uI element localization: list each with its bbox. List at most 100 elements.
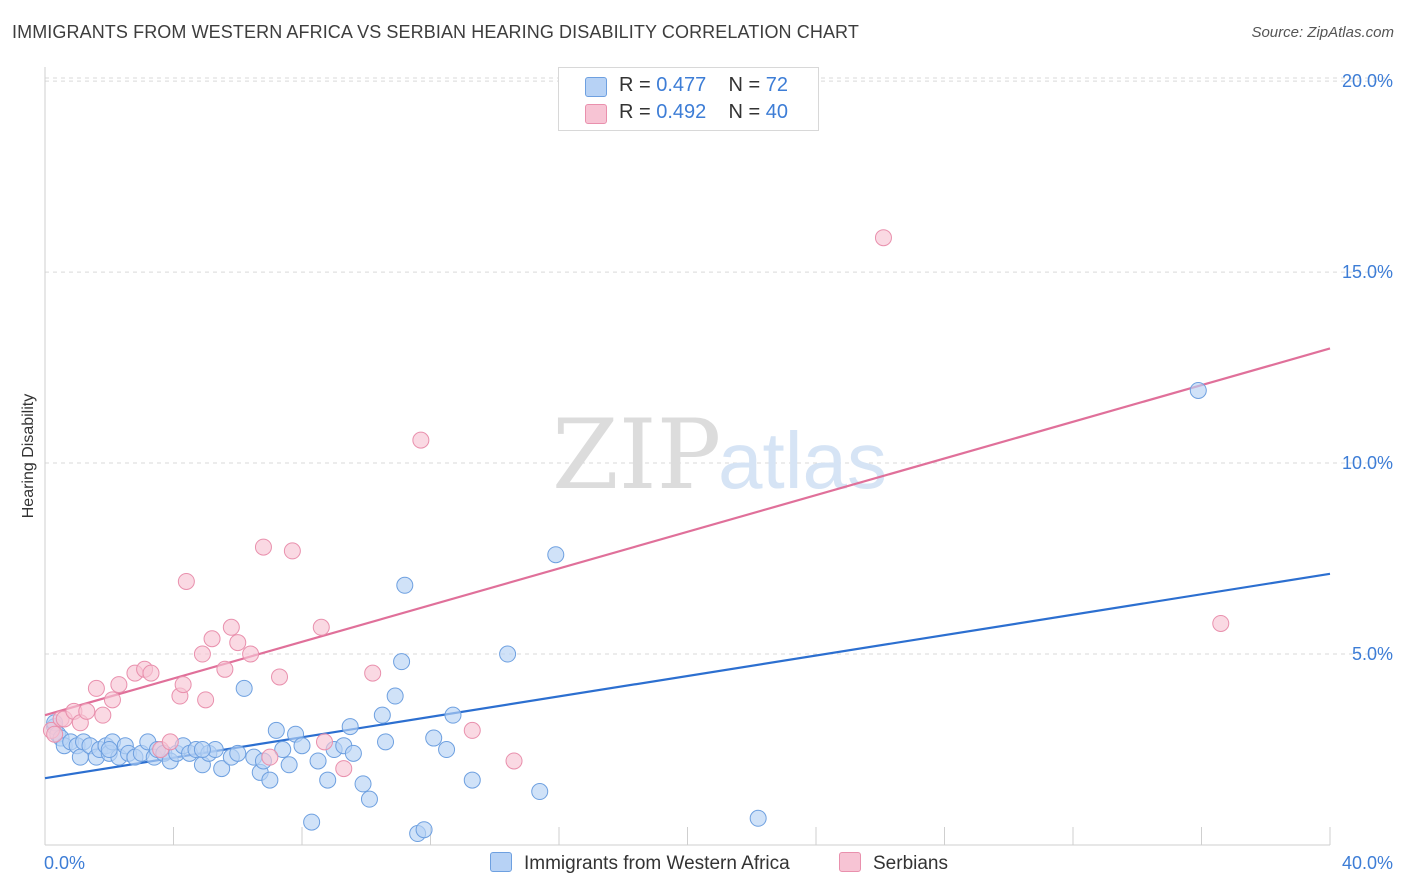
point-blue-68 bbox=[100, 741, 118, 759]
legend-n-value-pink: 40 bbox=[765, 101, 789, 123]
point-blue-49 bbox=[341, 718, 359, 736]
point-blue-67 bbox=[1189, 381, 1207, 399]
point-pink-9 bbox=[103, 691, 121, 709]
chart-title: IMMIGRANTS FROM WESTERN AFRICA VS SERBIA… bbox=[12, 22, 859, 42]
point-blue-41 bbox=[280, 756, 298, 774]
watermark-atlas: atlas bbox=[718, 416, 887, 505]
axes bbox=[44, 67, 1331, 846]
point-pink-18 bbox=[177, 572, 195, 590]
point-blue-53 bbox=[377, 733, 395, 751]
legend-n-label: N = bbox=[728, 101, 766, 123]
point-pink-31 bbox=[315, 733, 333, 751]
point-pink-33 bbox=[364, 664, 382, 682]
legend-r-label: R = bbox=[619, 74, 657, 96]
point-blue-38 bbox=[261, 771, 279, 789]
bottom-legend-label-blue: Immigrants from Western Africa bbox=[524, 853, 790, 874]
point-blue-58 bbox=[415, 821, 433, 839]
points-pink-series bbox=[42, 84, 1230, 778]
watermark: ZIP atlas bbox=[552, 399, 887, 511]
point-pink-19 bbox=[193, 645, 211, 663]
point-pink-29 bbox=[283, 542, 301, 560]
point-pink-21 bbox=[203, 630, 221, 648]
y-axis-label: Hearing Disability bbox=[20, 394, 37, 519]
trend-lines bbox=[44, 347, 1331, 780]
point-blue-35 bbox=[235, 679, 253, 697]
point-blue-66 bbox=[749, 809, 767, 827]
point-pink-26 bbox=[254, 538, 272, 556]
legend-r-value-pink: 0.492 bbox=[656, 101, 707, 123]
y-tick-label: 15.0% bbox=[1342, 262, 1393, 282]
point-pink-22 bbox=[216, 660, 234, 678]
point-blue-40 bbox=[274, 741, 292, 759]
y-tick-labels: 5.0% 10.0% 15.0% 20.0% bbox=[1342, 71, 1393, 664]
point-pink-6 bbox=[78, 702, 96, 720]
point-blue-51 bbox=[360, 790, 378, 808]
point-pink-7 bbox=[87, 679, 105, 697]
point-blue-56 bbox=[396, 576, 414, 594]
x-tick-label-max: 40.0% bbox=[1342, 853, 1393, 873]
y-tick-label: 5.0% bbox=[1352, 644, 1393, 664]
point-blue-71 bbox=[344, 744, 362, 762]
source-credit: Source: ZipAtlas.com bbox=[1251, 24, 1394, 41]
point-blue-52 bbox=[373, 706, 391, 724]
point-pink-38 bbox=[874, 229, 892, 247]
bottom-legend-pink: Serbians bbox=[839, 852, 948, 876]
legend-swatch-pink bbox=[585, 104, 607, 124]
point-blue-34 bbox=[229, 744, 247, 762]
point-blue-63 bbox=[499, 645, 517, 663]
point-blue-46 bbox=[319, 771, 337, 789]
point-pink-20 bbox=[197, 691, 215, 709]
point-pink-27 bbox=[261, 748, 279, 766]
point-pink-8 bbox=[94, 706, 112, 724]
gridlines bbox=[45, 77, 1390, 655]
legend-n-value-blue: 72 bbox=[765, 74, 789, 96]
correlation-legend: R = 0.477 N = 72 R = 0.492 N = 40 bbox=[558, 67, 819, 131]
x-tick-labels: 0.0% 40.0% bbox=[44, 853, 1393, 873]
point-pink-39 bbox=[1212, 614, 1230, 632]
point-pink-30 bbox=[312, 618, 330, 636]
point-blue-62 bbox=[463, 771, 481, 789]
legend-r-label: R = bbox=[619, 101, 657, 123]
point-blue-44 bbox=[303, 813, 321, 831]
point-blue-55 bbox=[393, 653, 411, 671]
bottom-legend-swatch-blue bbox=[490, 852, 512, 872]
point-blue-32 bbox=[213, 760, 231, 778]
point-blue-61 bbox=[444, 706, 462, 724]
bottom-legend-swatch-pink bbox=[839, 852, 861, 872]
legend-r-value-blue: 0.477 bbox=[656, 74, 707, 96]
trend-line-blue bbox=[44, 572, 1331, 780]
point-blue-64 bbox=[531, 783, 549, 801]
point-pink-36 bbox=[505, 752, 523, 770]
point-pink-35 bbox=[463, 721, 481, 739]
point-pink-13 bbox=[142, 664, 160, 682]
y-tick-label: 10.0% bbox=[1342, 453, 1393, 473]
point-pink-17 bbox=[174, 676, 192, 694]
point-pink-32 bbox=[335, 760, 353, 778]
point-pink-24 bbox=[229, 634, 247, 652]
point-blue-39 bbox=[267, 721, 285, 739]
bottom-legend-blue: Immigrants from Western Africa bbox=[490, 852, 790, 876]
trend-line-pink bbox=[44, 347, 1331, 717]
point-pink-15 bbox=[161, 733, 179, 751]
points-blue-series bbox=[46, 381, 1207, 843]
bottom-legend-label-pink: Serbians bbox=[873, 853, 948, 874]
watermark-zip: ZIP bbox=[552, 399, 721, 511]
point-blue-60 bbox=[438, 741, 456, 759]
point-pink-1 bbox=[46, 725, 64, 743]
point-blue-59 bbox=[425, 729, 443, 747]
point-pink-10 bbox=[110, 676, 128, 694]
point-blue-65 bbox=[547, 546, 565, 564]
point-blue-54 bbox=[386, 687, 404, 705]
point-pink-25 bbox=[242, 645, 260, 663]
legend-n-label: N = bbox=[728, 74, 766, 96]
point-blue-45 bbox=[309, 752, 327, 770]
legend-swatch-blue bbox=[585, 77, 607, 97]
point-pink-34 bbox=[412, 431, 430, 449]
point-pink-28 bbox=[271, 668, 289, 686]
point-pink-23 bbox=[222, 618, 240, 636]
point-blue-69 bbox=[193, 741, 211, 759]
y-tick-label: 20.0% bbox=[1342, 71, 1393, 91]
x-tick-label-min: 0.0% bbox=[44, 853, 85, 873]
point-blue-43 bbox=[293, 737, 311, 755]
